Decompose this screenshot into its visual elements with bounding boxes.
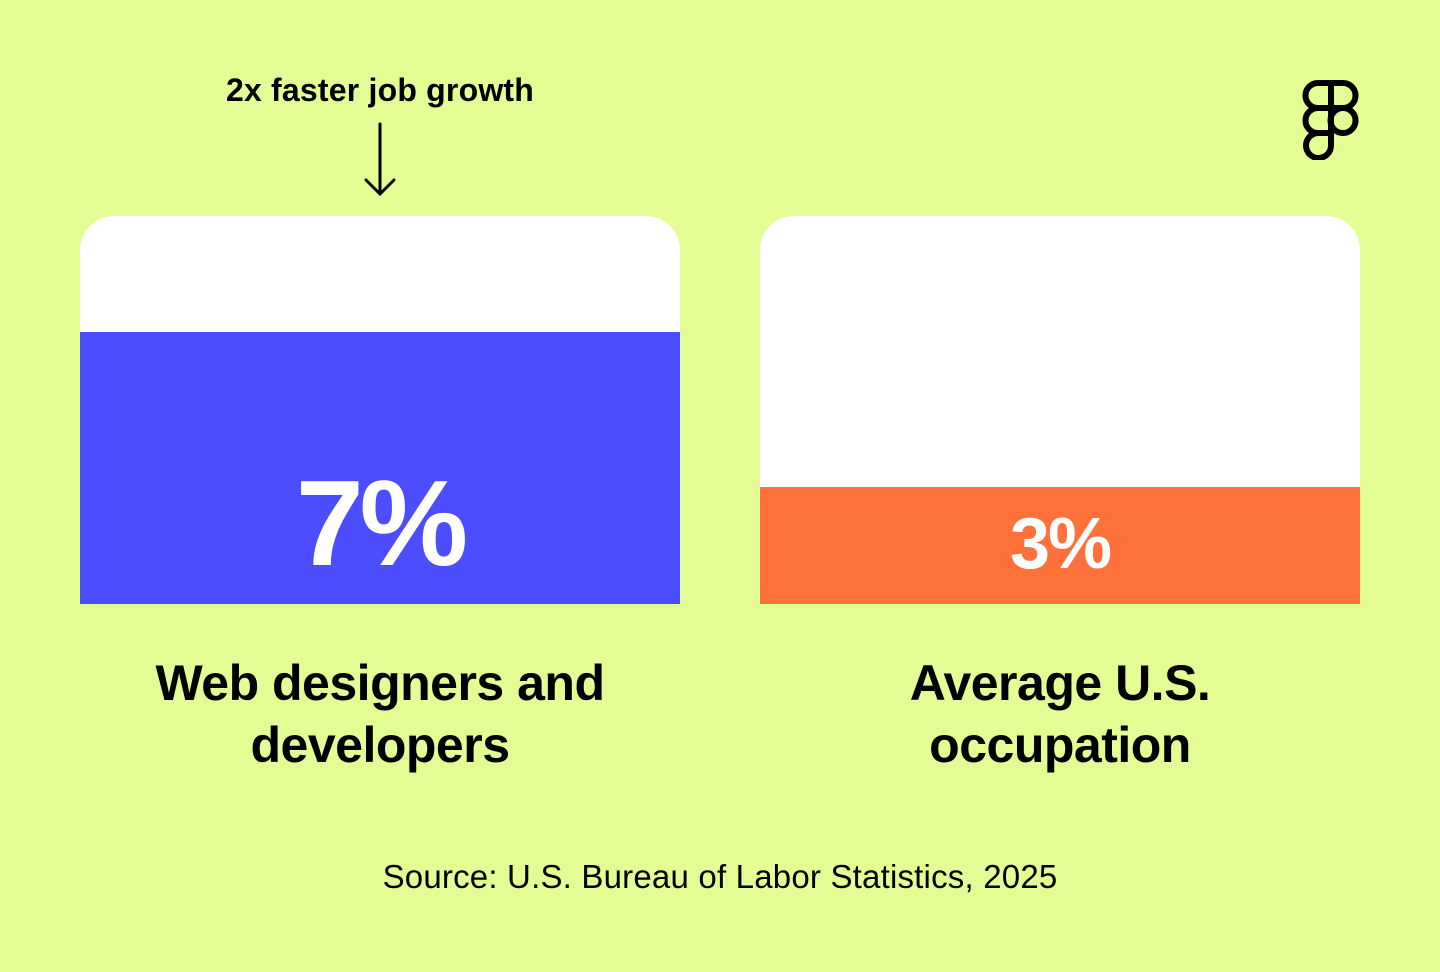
figma-logo-icon [1302, 80, 1359, 160]
source-note: Source: U.S. Bureau of Labor Statistics,… [382, 858, 1058, 895]
category-label-line: developers [250, 717, 510, 773]
bar-value-label: 7% [295, 455, 468, 591]
category-label-line: occupation [929, 717, 1191, 773]
category-label-web-designers: Web designers and developers [80, 652, 680, 776]
bar-card-average-occupation: 3% [760, 216, 1360, 604]
bar-value-label: 3% [1009, 504, 1112, 584]
bar-average-occupation: 3% [760, 487, 1360, 604]
category-label-line: Average U.S. [909, 655, 1211, 711]
category-label-average-occupation: Average U.S. occupation [760, 652, 1360, 776]
job-growth-annotation: 2x faster job growth [225, 72, 535, 108]
arrow-down-icon [364, 122, 396, 196]
category-label-line: Web designers and [155, 655, 605, 711]
bar-web-designers: 7% [80, 332, 680, 604]
bar-card-web-designers: 7% [80, 216, 680, 604]
